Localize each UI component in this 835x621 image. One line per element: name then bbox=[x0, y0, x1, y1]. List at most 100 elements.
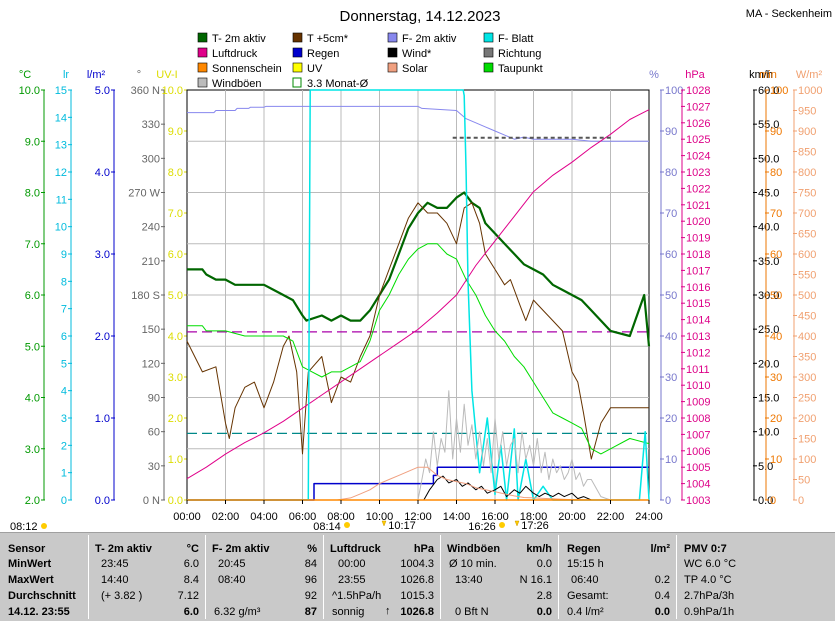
axis-tick-label: 3 bbox=[61, 413, 67, 425]
axis-tick-label: 1025 bbox=[686, 134, 710, 146]
legend-swatch bbox=[292, 47, 303, 58]
stats-cell: 1026.8 bbox=[400, 606, 434, 618]
axis-tick-label: 550 bbox=[798, 270, 816, 282]
stats-cell: 23:55 bbox=[338, 574, 366, 586]
legend-label: Solar bbox=[402, 63, 428, 75]
axis-tick-label: 850 bbox=[798, 147, 816, 159]
axis-tick-label: 5.0 bbox=[168, 290, 183, 302]
axis-tick-label: 1005 bbox=[686, 462, 710, 474]
axis-unit-label: hPa bbox=[685, 69, 705, 81]
axis-tick-label: 1 bbox=[61, 468, 67, 480]
axis-tick-label: 20 bbox=[770, 413, 782, 425]
grid bbox=[187, 90, 649, 500]
axis-tick-label: 90 bbox=[665, 126, 677, 138]
axis-tick-label: 250 bbox=[798, 393, 816, 405]
reference-lines bbox=[187, 331, 649, 434]
legend-label: T- 2m aktiv bbox=[212, 33, 266, 45]
axis-tick-label: 350 bbox=[798, 352, 816, 364]
axis-tick-label: 50 bbox=[665, 290, 677, 302]
moonrise-moonset-label: 10:17 bbox=[388, 520, 416, 532]
moon-icon bbox=[514, 520, 520, 527]
axis-tick-label: 1023 bbox=[686, 167, 710, 179]
stats-cell: 0.9hPa/1h bbox=[684, 606, 735, 618]
stats-pmv-col: PMV 0:7 WC 6.0 °C TP 4.0 °C 2.7hPa/3h 0.… bbox=[677, 533, 835, 621]
stats-cell: 0.4 l/m² bbox=[567, 606, 604, 618]
axis-tick-label: 1018 bbox=[686, 249, 710, 261]
axis-tick-label: 10.0 bbox=[19, 85, 40, 97]
axis-tick-label: 45.0 bbox=[758, 188, 779, 200]
axis-tick-label: 2.0 bbox=[168, 413, 183, 425]
weather-chart: Donnerstag, 14.12.2023 MA - Seckenheim T… bbox=[10, 8, 832, 532]
axis-unit-label: °C bbox=[19, 69, 31, 81]
legend-swatch bbox=[387, 32, 398, 43]
axis-tick-label: 80 bbox=[770, 167, 782, 179]
axis-tick-label: 300 bbox=[798, 372, 816, 384]
stats-cell: 0.2 bbox=[654, 574, 670, 586]
axis-tick-label: 1009 bbox=[686, 397, 710, 409]
axis-tick-label: 270 W bbox=[128, 188, 160, 200]
stats-cell: 0.4 bbox=[654, 590, 670, 602]
sunrise-sunset-label: 16:26 bbox=[468, 521, 496, 532]
axis-tick-label: 210 bbox=[142, 256, 160, 268]
axis-tick-label: 100 bbox=[798, 454, 816, 466]
sun-moon-markers: 08:12 08:14 16:26 10:17 17:26 bbox=[10, 520, 549, 532]
legend-label: T +5cm* bbox=[307, 33, 349, 45]
series-line-t-2m-aktiv bbox=[187, 191, 651, 347]
axis-tick-label: 6.0 bbox=[168, 249, 183, 261]
series-line-wind bbox=[187, 475, 649, 501]
axis-tick-label: 9 bbox=[61, 249, 67, 261]
axis-tick-label: 10.0 bbox=[758, 427, 779, 439]
axis-tick-label: 10.0 bbox=[162, 85, 183, 97]
axis-tick-label: 1015 bbox=[686, 298, 710, 310]
axis-tick-label: 70 bbox=[770, 208, 782, 220]
x-axis-tick-label: 08:00 bbox=[327, 511, 355, 523]
series-line-luftdruck bbox=[186, 109, 650, 480]
axis-tick-label: 7 bbox=[61, 304, 67, 316]
stats-cell: 0.0 bbox=[536, 606, 552, 618]
axis-tick-label: 1000 bbox=[798, 85, 822, 97]
axis-tick-label: 950 bbox=[798, 106, 816, 118]
axis-tick-label: 55.0 bbox=[758, 119, 779, 131]
axis-unit-label: lr bbox=[63, 69, 69, 81]
legend-swatch bbox=[197, 62, 208, 73]
x-axis-tick-label: 06:00 bbox=[289, 511, 317, 523]
axis-tick-label: 1003 bbox=[686, 495, 710, 507]
axis-tick-label: 60 bbox=[770, 249, 782, 261]
axis-tick-label: 1028 bbox=[686, 85, 710, 97]
axis-tick-label: 5.0 bbox=[25, 341, 40, 353]
stats-col-title: Luftdruck bbox=[330, 543, 381, 555]
legend-label: F- 2m aktiv bbox=[402, 33, 457, 45]
legend: T- 2m aktiv T +5cm* F- 2m aktiv F- Blatt Luf… bbox=[197, 32, 543, 90]
stats-max-label: MaxWert bbox=[8, 574, 54, 586]
axis-tick-label: 12 bbox=[55, 167, 67, 179]
statistics-panel: Sensor MinWert MaxWert Durchschnitt 14.1… bbox=[0, 532, 835, 621]
stats-cell: 0 Bft N bbox=[455, 606, 489, 618]
sun-icon bbox=[344, 522, 350, 528]
stats-cell: 13:40 bbox=[455, 574, 483, 586]
axis-tick-label: 180 S bbox=[131, 290, 160, 302]
x-axis-tick-label: 12:00 bbox=[404, 511, 432, 523]
legend-swatch bbox=[197, 47, 208, 58]
axis-tick-label: 120 bbox=[142, 358, 160, 370]
legend-swatch bbox=[483, 47, 494, 58]
axis-tick-label: 50.0 bbox=[758, 153, 779, 165]
axis-tick-label: 1010 bbox=[686, 380, 710, 392]
stats-cell: 1026.8 bbox=[400, 574, 434, 586]
stats-cell: 92 bbox=[304, 590, 317, 602]
legend-swatch bbox=[197, 32, 208, 43]
axis-tick-label: 70 bbox=[665, 208, 677, 220]
axis-tick-label: 7.0 bbox=[168, 208, 183, 220]
stats-cell: TP 4.0 °C bbox=[684, 574, 732, 586]
moonrise-moonset-label: 17:26 bbox=[521, 520, 549, 532]
stats-temp-col: T- 2m aktiv °C 23:45 6.0 14:40 8.4 (+ 3.… bbox=[89, 533, 205, 621]
stats-wind-col: Windböen km/h Ø 10 min. 0.0 13:40 N 16.1… bbox=[441, 533, 558, 621]
axis-tick-label: 30.0 bbox=[758, 290, 779, 302]
axis-tick-label: 20.0 bbox=[758, 358, 779, 370]
legend-swatch bbox=[292, 77, 302, 88]
axes: °C10.09.08.07.06.05.04.03.02.0lr15141312… bbox=[19, 69, 823, 507]
axis-tick-label: 8.0 bbox=[25, 188, 40, 200]
stats-cell: WC 6.0 °C bbox=[684, 558, 737, 570]
stats-cell: 6.0 bbox=[183, 558, 199, 570]
axis-tick-label: 600 bbox=[798, 249, 816, 261]
axis-tick-label: 4.0 bbox=[168, 331, 183, 343]
